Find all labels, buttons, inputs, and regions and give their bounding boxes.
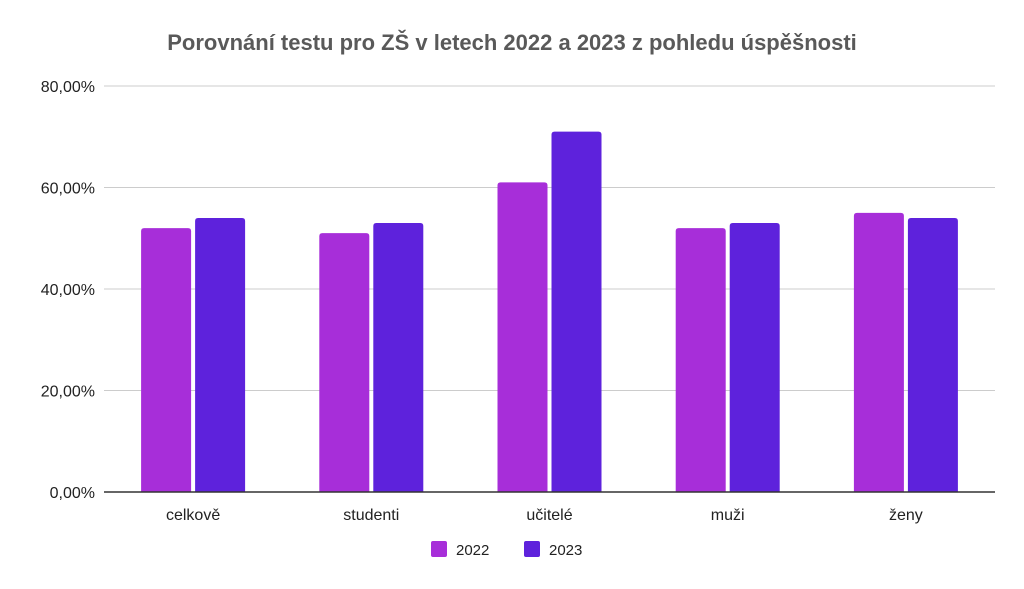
bar-2023-4 xyxy=(907,217,958,492)
y-tick-label: 0,00% xyxy=(50,485,95,502)
legend-swatch-2022 xyxy=(431,541,447,557)
bar-2023-2 xyxy=(551,131,602,493)
bar-2023-3 xyxy=(729,223,780,492)
bar-2022-1 xyxy=(319,233,370,493)
bar-2022-3 xyxy=(675,228,726,492)
legend-label-2023: 2023 xyxy=(549,542,582,559)
legend-label-2022: 2022 xyxy=(456,542,489,559)
legend: 2022 2023 xyxy=(431,541,582,559)
bar-2022-2 xyxy=(497,182,548,493)
y-tick-label: 40,00% xyxy=(41,282,95,299)
x-tick-label: učitelé xyxy=(526,507,572,524)
x-tick-label: ženy xyxy=(889,507,923,524)
bar-2022-0 xyxy=(141,228,192,492)
grid xyxy=(104,85,995,391)
x-tick-label: studenti xyxy=(343,507,399,524)
legend-swatch-2023 xyxy=(524,541,540,557)
bar-2023-0 xyxy=(195,217,246,492)
y-tick-label: 60,00% xyxy=(41,181,95,198)
y-tick-label: 20,00% xyxy=(41,384,95,401)
axes: 0,00% 20,00% 40,00% 60,00% 80,00% celkově stud… xyxy=(41,79,995,524)
chart-title: Porovnání testu pro ZŠ v letech 2022 a 2… xyxy=(167,30,857,55)
y-tick-label: 80,00% xyxy=(41,79,95,96)
bar-2023-1 xyxy=(373,223,424,492)
x-tick-label: celkově xyxy=(166,507,220,524)
bar-2022-4 xyxy=(853,212,904,492)
x-tick-label: muži xyxy=(711,507,745,524)
bars xyxy=(141,131,958,493)
